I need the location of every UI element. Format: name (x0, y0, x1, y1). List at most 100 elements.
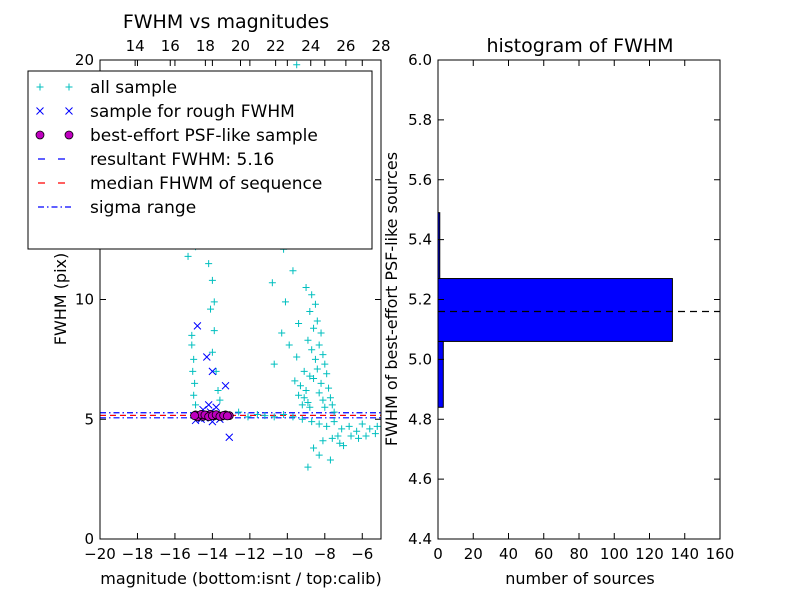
all-sample-point (308, 291, 316, 299)
scatter-panel: FWHM vs magnitudes −20 −18 −16 −14 −12 −10 −8−… (27, 11, 391, 588)
legend-box (27, 70, 373, 250)
all-sample-point (296, 382, 304, 390)
rough-fwhm-point (208, 367, 217, 376)
histogram-data-layer (437, 212, 720, 408)
rough-fwhm-point (202, 353, 211, 361)
all-sample-point (323, 422, 331, 430)
x-tick-label: −12 (234, 545, 266, 563)
all-sample-point (313, 317, 321, 325)
all-sample-point (315, 389, 323, 397)
rough-fwhm-point (221, 381, 230, 390)
y-tick-label: 4.8 (408, 410, 432, 428)
all-sample-point (330, 418, 338, 426)
all-sample-point (310, 375, 318, 383)
all-sample-point (208, 276, 216, 284)
legend-marker (36, 107, 44, 115)
all-sample-point (326, 456, 334, 464)
all-sample-point (298, 401, 306, 409)
all-sample-point (189, 367, 197, 375)
histogram-panel: histogram of FWHM 0 20 40 60 80 100 120 140 160 4… (382, 35, 734, 588)
x-tick-label: 80 (569, 545, 588, 563)
histogram-title: histogram of FWHM (486, 35, 673, 57)
y-tick-label: 6.0 (408, 51, 432, 69)
y-tick-label: 4.4 (408, 530, 432, 548)
legend-marker (65, 107, 73, 115)
y-tick-label: 0 (84, 530, 94, 548)
histogram-y-axis-label: FWHM of best-effort PSF-like sources (382, 152, 401, 446)
x-tick-label: 0 (433, 545, 443, 563)
x-tick-label: 120 (635, 545, 664, 563)
all-sample-point (330, 408, 338, 416)
rough-fwhm-point (204, 401, 213, 409)
scatter-x-axis-label: magnitude (bottom:isnt / top:calib) (100, 569, 381, 588)
all-sample-point (315, 420, 323, 428)
all-sample-point (244, 413, 252, 421)
all-sample-point (300, 367, 308, 375)
all-sample-point (208, 348, 216, 356)
x-tick-label: −14 (197, 545, 229, 563)
scatter-frame (99, 59, 382, 540)
all-sample-point (311, 355, 319, 363)
all-sample-point (188, 341, 196, 349)
all-sample-point (315, 341, 323, 349)
x-tick-label: 20 (464, 545, 483, 563)
psf-like-point (222, 411, 232, 421)
legend-marker (36, 83, 44, 91)
histogram-frame (437, 59, 721, 540)
x-tick-label: 140 (670, 545, 699, 563)
legend-entry: resultant FWHM: 5.16 (38, 150, 274, 170)
all-sample-point (291, 377, 299, 385)
y-tick-label: 4.6 (408, 470, 432, 488)
x-tick-label: −20 (84, 545, 116, 563)
all-sample-point (268, 279, 276, 287)
all-sample-point (304, 463, 312, 471)
legend-label: median FHWM of sequence (90, 174, 322, 194)
histogram-bar (437, 278, 673, 342)
y-tick-label: 10 (75, 291, 94, 309)
y-tick-label: 5 (84, 410, 94, 428)
rough-fwhm-point (225, 433, 234, 442)
legend-marker (64, 130, 74, 140)
all-sample-point (295, 391, 303, 399)
all-sample-point (311, 300, 319, 308)
all-sample-point (302, 387, 310, 395)
top-axis-tick-label: 24 (301, 37, 320, 55)
all-sample-point (253, 410, 261, 418)
all-sample-point (321, 360, 329, 368)
all-sample-point (336, 439, 344, 447)
all-sample-point (319, 351, 327, 359)
all-sample-point (340, 442, 348, 450)
histogram-bar (437, 340, 444, 408)
all-sample-point (310, 324, 318, 332)
all-sample-point (328, 401, 336, 409)
all-sample-point (317, 329, 325, 337)
all-sample-point (235, 408, 243, 416)
legend-label: sample for rough FWHM (90, 102, 295, 122)
all-sample-point (325, 384, 333, 392)
all-sample-point (192, 401, 200, 409)
all-sample-point (280, 410, 288, 418)
histogram-x-axis-label: number of sources (505, 569, 655, 588)
all-sample-point (190, 391, 198, 399)
all-sample-point (190, 355, 198, 363)
legend-label: all sample (90, 78, 177, 98)
y-tick-label: 5.4 (408, 231, 432, 249)
legend-marker (65, 83, 73, 91)
all-sample-point (261, 412, 269, 420)
all-sample-point (315, 451, 323, 459)
all-sample-point (323, 370, 331, 378)
y-tick-label: 5.8 (408, 111, 432, 129)
all-sample-point (306, 372, 314, 380)
all-sample-point (300, 394, 308, 402)
top-axis-tick-label: 28 (371, 37, 390, 55)
all-sample-point (362, 432, 370, 440)
top-axis-tick-label: 26 (336, 37, 355, 55)
legend-items: all sample sample for rough FWHM best-effo… (35, 78, 322, 218)
y-tick-label: 5.0 (408, 350, 432, 368)
all-sample-point (210, 327, 218, 335)
x-tick-label: −10 (272, 545, 304, 563)
scatter-axes: −20 −18 −16 −14 −12 −10 −8 −6 14 16 18 20 22 24 26 28 0 5… (75, 37, 391, 563)
legend-entry: median FHWM of sequence (38, 174, 322, 194)
all-sample-point (285, 341, 293, 349)
